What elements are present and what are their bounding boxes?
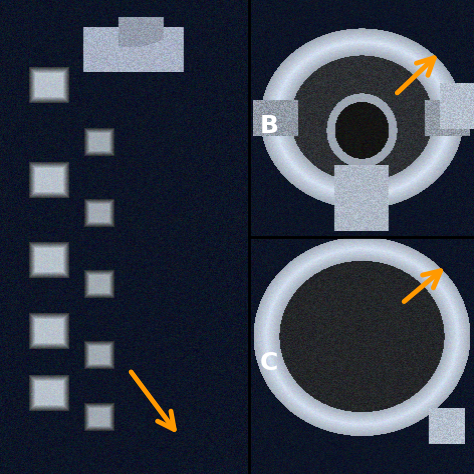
Text: C: C xyxy=(260,351,279,375)
Text: B: B xyxy=(260,114,279,138)
